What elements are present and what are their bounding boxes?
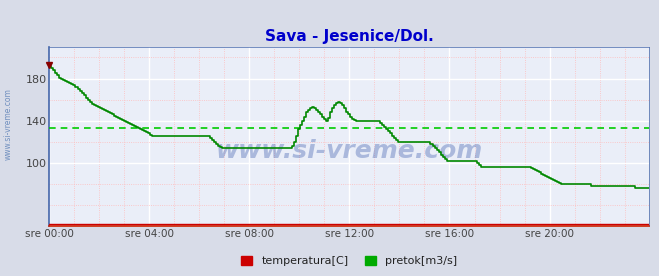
Legend: temperatura[C], pretok[m3/s]: temperatura[C], pretok[m3/s] — [237, 251, 462, 270]
Text: www.si-vreme.com: www.si-vreme.com — [3, 88, 13, 160]
Text: www.si-vreme.com: www.si-vreme.com — [215, 139, 483, 163]
Title: Sava - Jesenice/Dol.: Sava - Jesenice/Dol. — [265, 29, 434, 44]
